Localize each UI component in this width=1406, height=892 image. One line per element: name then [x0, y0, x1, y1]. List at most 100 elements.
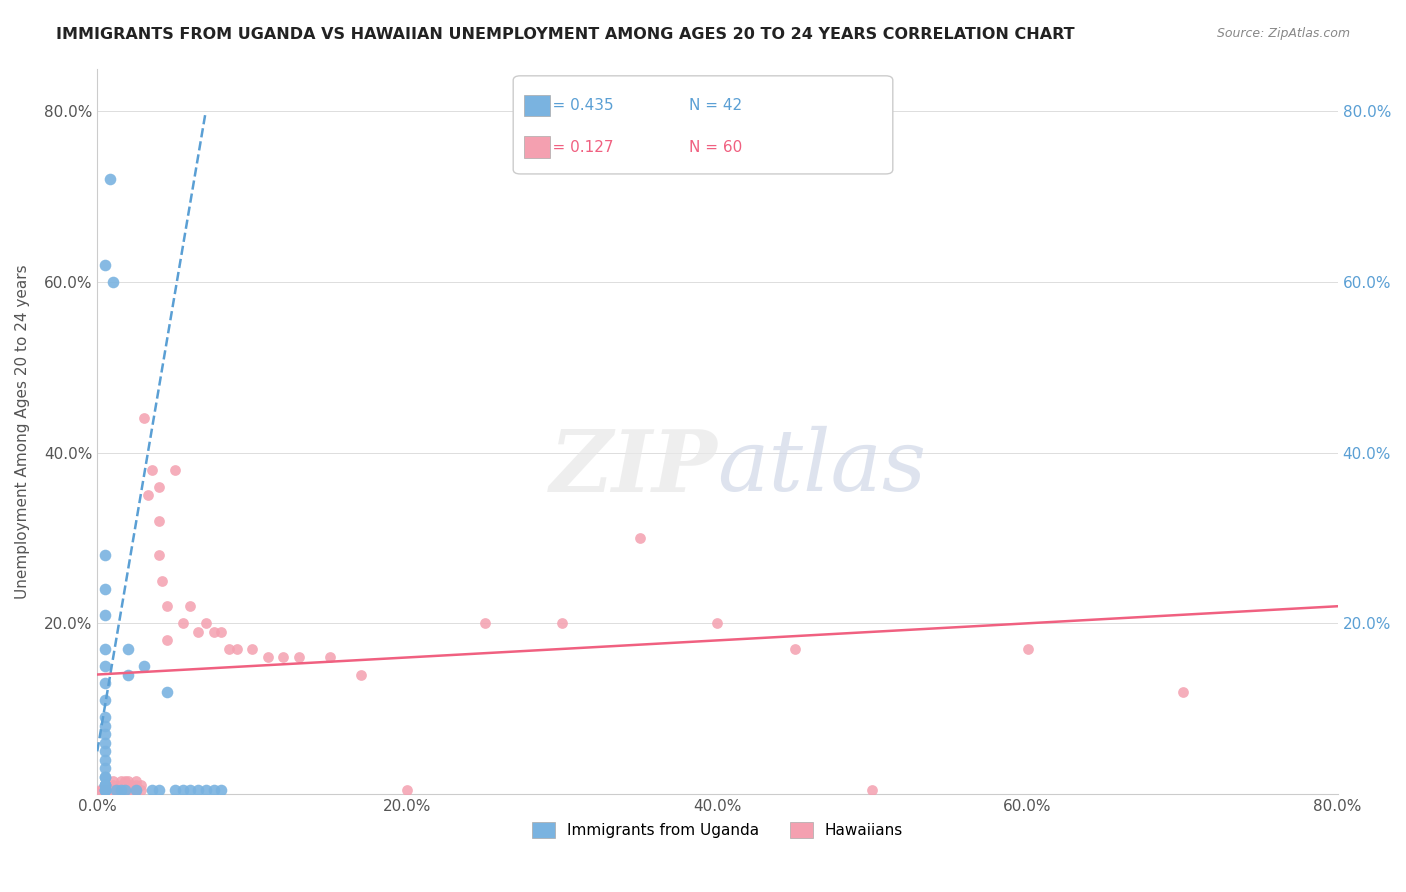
Point: [94, 779, 117, 793]
Point: [862, 782, 884, 797]
Point: [148, 548, 170, 562]
Text: Source: ZipAtlas.com: Source: ZipAtlas.com: [1216, 27, 1350, 40]
Point: [110, 774, 132, 789]
Point: [129, 779, 152, 793]
Point: [129, 782, 152, 797]
Point: [104, 782, 127, 797]
Point: [172, 616, 194, 631]
Point: [94, 782, 117, 797]
Text: atlas: atlas: [717, 426, 927, 508]
Legend: Immigrants from Uganda, Hawaiians: Immigrants from Uganda, Hawaiians: [526, 816, 910, 845]
Point: [172, 782, 194, 797]
Point: [98, 782, 121, 797]
Point: [94, 641, 117, 656]
Point: [474, 616, 496, 631]
Point: [90, 782, 112, 797]
Point: [101, 774, 124, 789]
Point: [163, 463, 186, 477]
Point: [706, 616, 728, 631]
Text: R = 0.435: R = 0.435: [537, 98, 613, 112]
Point: [94, 744, 117, 758]
Point: [256, 650, 278, 665]
Text: R = 0.127: R = 0.127: [537, 140, 613, 154]
Point: [218, 641, 240, 656]
Point: [319, 650, 342, 665]
Point: [225, 641, 247, 656]
Point: [101, 275, 124, 289]
Point: [202, 782, 225, 797]
Text: N = 60: N = 60: [689, 140, 742, 154]
Point: [150, 574, 173, 588]
Text: IMMIGRANTS FROM UGANDA VS HAWAIIAN UNEMPLOYMENT AMONG AGES 20 TO 24 YEARS CORREL: IMMIGRANTS FROM UGANDA VS HAWAIIAN UNEMP…: [56, 27, 1074, 42]
Point: [117, 641, 139, 656]
Point: [1017, 641, 1039, 656]
Point: [94, 727, 117, 741]
Point: [94, 548, 117, 562]
Point: [114, 782, 136, 797]
Point: [132, 659, 155, 673]
Point: [271, 650, 294, 665]
Point: [94, 770, 117, 784]
Point: [96, 782, 118, 797]
Point: [288, 650, 311, 665]
Text: N = 42: N = 42: [689, 98, 742, 112]
Point: [101, 779, 124, 793]
Point: [141, 463, 163, 477]
Point: [240, 641, 263, 656]
Point: [104, 782, 127, 797]
Point: [94, 761, 117, 775]
Point: [94, 736, 117, 750]
Point: [110, 779, 132, 793]
Point: [114, 774, 136, 789]
Text: ZIP: ZIP: [550, 425, 717, 509]
Point: [101, 782, 124, 797]
Point: [179, 782, 201, 797]
Point: [94, 607, 117, 622]
Point: [97, 782, 120, 797]
Point: [179, 599, 201, 614]
Point: [194, 616, 217, 631]
Point: [148, 782, 170, 797]
Point: [125, 782, 148, 797]
Y-axis label: Unemployment Among Ages 20 to 24 years: Unemployment Among Ages 20 to 24 years: [15, 264, 30, 599]
Point: [148, 480, 170, 494]
Point: [94, 779, 117, 793]
Point: [551, 616, 574, 631]
Point: [117, 782, 139, 797]
Point: [110, 782, 132, 797]
Point: [138, 488, 160, 502]
Point: [783, 641, 806, 656]
Point: [94, 782, 117, 797]
Point: [1171, 684, 1194, 698]
Point: [125, 782, 148, 797]
Point: [117, 667, 139, 681]
Point: [94, 258, 117, 272]
Point: [110, 782, 132, 797]
Point: [125, 779, 148, 793]
Point: [94, 710, 117, 724]
Point: [156, 599, 179, 614]
Point: [194, 782, 217, 797]
Point: [117, 774, 139, 789]
Point: [94, 782, 117, 797]
Point: [94, 782, 117, 797]
Point: [94, 659, 117, 673]
Point: [148, 514, 170, 528]
Point: [117, 779, 139, 793]
Point: [120, 779, 142, 793]
Point: [628, 531, 651, 545]
Point: [209, 782, 232, 797]
Point: [202, 624, 225, 639]
Point: [94, 719, 117, 733]
Point: [163, 782, 186, 797]
Point: [114, 779, 136, 793]
Point: [94, 770, 117, 784]
Point: [94, 582, 117, 597]
Point: [94, 753, 117, 767]
Point: [396, 782, 419, 797]
Point: [94, 693, 117, 707]
Point: [98, 172, 121, 186]
Point: [114, 782, 136, 797]
Point: [350, 667, 373, 681]
Point: [141, 782, 163, 797]
